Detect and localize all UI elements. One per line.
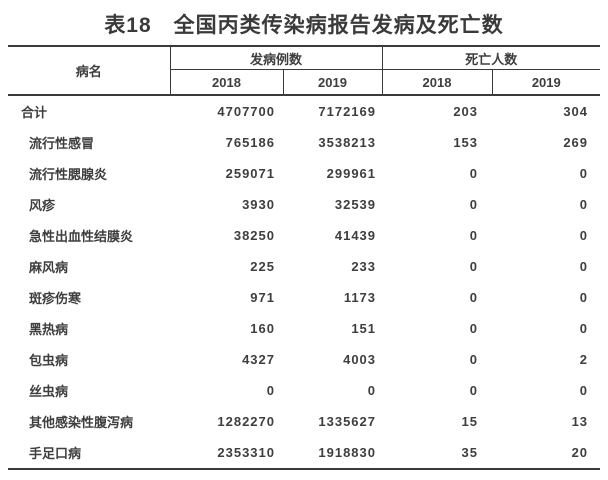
cases-2018-cell: 225: [250, 259, 275, 274]
table-row: 包虫病 4327 4003 0 2: [8, 344, 600, 375]
cases-2018-cell: 160: [250, 321, 275, 336]
cases-2018-cell: 765186: [225, 135, 275, 150]
disease-name-cell: 其他感染性腹泻病: [29, 415, 134, 430]
disease-name-cell: 手足口病: [29, 446, 82, 461]
cases-2018-cell: 0: [266, 383, 275, 398]
cases-2018-cell: 2353310: [217, 445, 275, 460]
deaths-2018-cell: 203: [453, 104, 479, 119]
cases-2019-cell: 151: [351, 321, 377, 336]
disease-name-cell: 急性出血性结膜炎: [29, 229, 134, 244]
header-group-row: 病名 发病例数 死亡人数: [8, 46, 601, 96]
cases-2019-cell: 1335627: [318, 414, 377, 429]
cases-2018-cell: 4707700: [217, 104, 275, 119]
deaths-2019-cell: 20: [571, 445, 589, 460]
deaths-2019-cell: 304: [563, 104, 589, 119]
cases-2019-cell: 233: [351, 259, 377, 274]
deaths-2019-cell: 269: [563, 135, 589, 150]
disease-name-cell: 合计: [21, 105, 48, 120]
table-row: 丝虫病 0 0 0 0: [8, 375, 600, 406]
deaths-2018-cell: 0: [469, 259, 479, 274]
cases-2019-cell: 0: [367, 383, 377, 398]
deaths-2018-cell: 35: [461, 445, 479, 460]
cases-2019-cell: 1173: [343, 290, 377, 305]
table-row: 急性出血性结膜炎 38250 41439 0 0: [8, 220, 600, 251]
column-header-cases-2019: 2019: [283, 69, 383, 96]
deaths-2018-cell: 0: [469, 352, 479, 367]
column-group-cases: 发病例数: [170, 46, 383, 70]
cases-2019-cell: 7172169: [318, 104, 377, 119]
cases-2018-cell: 3930: [242, 197, 275, 212]
table-row: 斑疹伤寒 971 1173 0 0: [8, 282, 600, 313]
disease-name-cell: 包虫病: [29, 353, 69, 368]
table-row: 合计 4707700 7172169 203 304: [8, 95, 600, 127]
table-row: 麻风病 225 233 0 0: [8, 251, 600, 282]
deaths-2018-cell: 0: [469, 321, 479, 336]
deaths-2018-cell: 15: [461, 414, 479, 429]
disease-name-cell: 风疹: [29, 198, 56, 213]
deaths-2019-cell: 0: [579, 259, 589, 274]
column-header-disease-name: 病名: [8, 46, 171, 96]
table-row: 流行性腮腺炎 259071 299961 0 0: [8, 158, 600, 189]
deaths-2018-cell: 0: [469, 228, 479, 243]
deaths-2018-cell: 0: [469, 383, 479, 398]
cases-2019-cell: 41439: [334, 228, 377, 243]
disease-name-cell: 麻风病: [29, 260, 69, 275]
disease-name-cell: 丝虫病: [29, 384, 69, 399]
cases-2018-cell: 38250: [233, 228, 275, 243]
deaths-2019-cell: 13: [571, 414, 589, 429]
disease-name-cell: 流行性腮腺炎: [29, 167, 108, 182]
deaths-2018-cell: 0: [469, 197, 479, 212]
cases-2019-cell: 299961: [326, 166, 377, 181]
deaths-2019-cell: 0: [579, 228, 589, 243]
page-title: 表18 全国丙类传染病报告发病及死亡数: [104, 14, 504, 37]
cases-2018-cell: 1282270: [217, 414, 275, 429]
table-row: 流行性感冒 765186 3538213 153 269: [8, 127, 600, 158]
deaths-2019-cell: 2: [579, 352, 589, 367]
table-row: 黑热病 160 151 0 0: [8, 313, 600, 344]
cases-2018-cell: 259071: [225, 166, 275, 181]
column-header-deaths-2018: 2018: [382, 69, 493, 96]
class-c-infectious-disease-table: 病名 发病例数 死亡人数 2018 2019 2018 2019 合计 4707…: [8, 45, 601, 470]
cases-2019-cell: 4003: [343, 352, 377, 367]
disease-name-cell: 流行性感冒: [29, 136, 95, 151]
deaths-2019-cell: 0: [579, 321, 589, 336]
cases-2019-cell: 1918830: [318, 445, 377, 460]
cases-2018-cell: 4327: [242, 352, 275, 367]
column-group-deaths: 死亡人数: [382, 46, 601, 70]
header-year-row: 2018 2019 2018 2019: [8, 69, 601, 96]
deaths-2018-cell: 0: [469, 166, 479, 181]
deaths-2019-cell: 0: [579, 166, 589, 181]
disease-name-cell: 黑热病: [29, 322, 69, 337]
deaths-2019-cell: 0: [579, 383, 589, 398]
table-row: 其他感染性腹泻病 1282270 1335627 15 13: [8, 406, 600, 437]
column-header-deaths-2019: 2019: [492, 69, 601, 96]
cases-2018-cell: 971: [250, 290, 275, 305]
cases-2019-cell: 32539: [334, 197, 377, 212]
deaths-2019-cell: 0: [579, 197, 589, 212]
deaths-2018-cell: 153: [453, 135, 479, 150]
column-header-cases-2018: 2018: [170, 69, 284, 96]
deaths-2018-cell: 0: [469, 290, 479, 305]
cases-2019-cell: 3538213: [318, 135, 377, 150]
table-row: 风疹 3930 32539 0 0: [8, 189, 600, 220]
table-row: 手足口病 2353310 1918830 35 20: [8, 437, 600, 469]
disease-name-cell: 斑疹伤寒: [29, 291, 82, 306]
deaths-2019-cell: 0: [579, 290, 589, 305]
